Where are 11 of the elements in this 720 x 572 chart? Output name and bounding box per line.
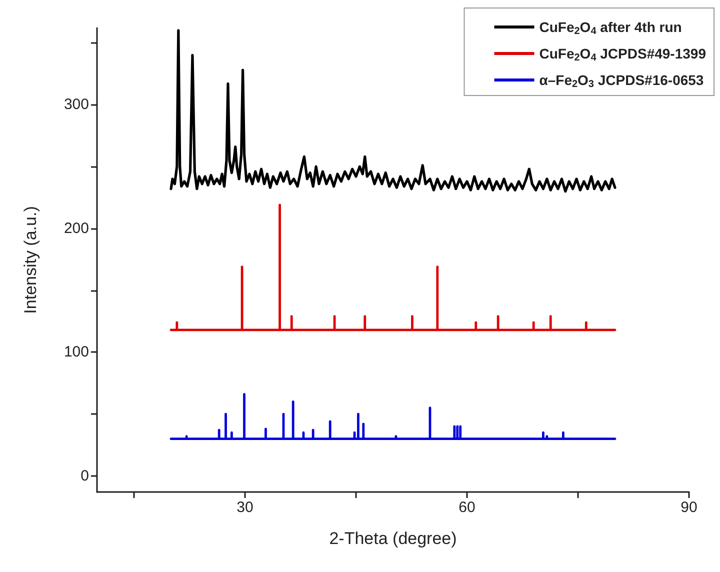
y-tick-label: 200 <box>64 220 89 237</box>
line-series <box>170 393 616 440</box>
y-tick-label: 0 <box>80 467 89 484</box>
y-tick-label: 300 <box>64 96 89 114</box>
x-axis-title: 2-Theta (degree) <box>329 529 457 548</box>
x-tick-label: 60 <box>458 499 476 516</box>
line-series <box>170 204 616 332</box>
x-tick-label: 30 <box>236 499 254 516</box>
y-tick-label: 100 <box>64 344 89 361</box>
y-axis-title: Intensity (a.u.) <box>21 206 40 314</box>
x-tick-label: 90 <box>680 499 698 516</box>
